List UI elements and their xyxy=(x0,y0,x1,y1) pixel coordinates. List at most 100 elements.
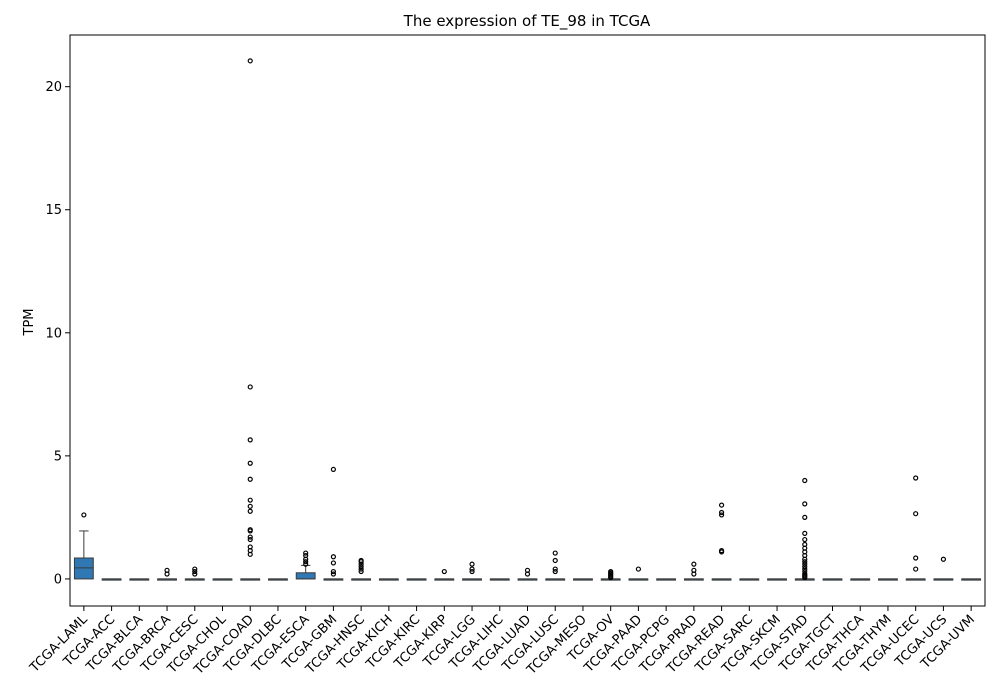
box-group xyxy=(683,561,704,581)
outlier-point xyxy=(608,568,614,575)
box-group xyxy=(517,567,538,581)
outlier-point xyxy=(802,477,808,484)
box-group xyxy=(129,578,150,581)
outlier-point xyxy=(718,502,725,508)
box-group xyxy=(406,578,427,581)
outlier-point xyxy=(913,566,919,572)
plot-frame xyxy=(69,34,986,607)
box-group xyxy=(878,578,898,581)
box-group xyxy=(933,556,954,581)
y-tick-label: 5 xyxy=(54,449,62,464)
box-group xyxy=(545,550,566,581)
outlier-point xyxy=(802,568,808,575)
box-group xyxy=(268,578,288,581)
box-group xyxy=(711,502,732,581)
outlier-point xyxy=(718,509,725,516)
outlier-point xyxy=(469,561,475,567)
outlier-point xyxy=(469,566,475,572)
outlier-point xyxy=(441,568,447,575)
plot-area xyxy=(73,58,982,581)
y-axis-title: TPM xyxy=(22,309,37,337)
outlier-point xyxy=(247,58,253,64)
x-axis: TCGA-LAMLTCGA-ACCTCGA-BLCATCGA-BRCATCGA-… xyxy=(27,606,978,678)
outlier-point xyxy=(164,567,170,573)
outlier-point xyxy=(802,501,808,507)
y-tick-label: 0 xyxy=(54,572,62,587)
box-group xyxy=(462,561,482,581)
box-group xyxy=(628,566,649,581)
outlier-point xyxy=(303,561,309,567)
outlier-point xyxy=(552,557,558,564)
outlier-point xyxy=(802,541,808,548)
y-tick-label: 10 xyxy=(45,326,62,341)
outlier-point xyxy=(552,568,558,575)
box-group xyxy=(323,466,344,581)
outlier-point xyxy=(802,566,808,572)
outlier-point xyxy=(247,476,253,482)
outlier-point xyxy=(802,559,808,565)
box-group xyxy=(240,58,261,581)
outlier-point xyxy=(330,554,337,560)
outlier-point xyxy=(247,460,253,466)
box-group xyxy=(351,557,372,581)
outlier-point xyxy=(802,530,808,536)
outlier-point xyxy=(192,571,198,577)
box-group xyxy=(184,566,205,581)
outlier-point xyxy=(247,527,253,533)
box-group xyxy=(434,568,455,581)
outlier-point xyxy=(81,512,87,518)
box-group xyxy=(767,578,787,581)
outlier-point xyxy=(635,566,642,572)
box-group xyxy=(822,578,843,581)
outlier-point xyxy=(358,564,364,570)
outlier-point xyxy=(913,555,919,561)
outlier-point xyxy=(718,548,725,554)
outlier-point xyxy=(802,571,808,577)
outlier-point xyxy=(691,567,697,573)
outlier-point xyxy=(247,437,253,443)
outlier-point xyxy=(303,550,309,556)
outlier-point xyxy=(802,561,808,567)
outlier-point xyxy=(303,552,309,559)
box-group xyxy=(794,477,815,581)
box-group xyxy=(295,550,316,580)
outlier-point xyxy=(330,560,337,566)
box-group xyxy=(157,567,177,581)
outlier-point xyxy=(691,561,697,567)
box-group xyxy=(739,578,760,581)
outlier-point xyxy=(247,497,253,503)
outlier-point xyxy=(303,559,309,565)
outlier-point xyxy=(358,568,364,575)
box-group xyxy=(489,578,510,581)
outlier-point xyxy=(552,566,558,572)
outlier-point xyxy=(358,557,364,564)
y-tick-label: 15 xyxy=(45,203,62,218)
box xyxy=(73,557,94,580)
outlier-point xyxy=(358,566,364,572)
outlier-point xyxy=(330,466,337,473)
outlier-point xyxy=(802,514,808,520)
box-group xyxy=(378,578,399,581)
outlier-point xyxy=(469,568,475,575)
outlier-point xyxy=(192,566,198,572)
outlier-point xyxy=(247,384,253,390)
box-group xyxy=(850,578,871,581)
outlier-point xyxy=(524,567,531,573)
box-group xyxy=(573,578,593,581)
box xyxy=(295,572,316,580)
outlier-point xyxy=(247,534,253,540)
y-axis: 0 5 10 15 20 xyxy=(45,80,70,587)
outlier-point xyxy=(330,568,337,575)
outlier-point xyxy=(802,564,808,570)
outlier-point xyxy=(247,536,253,543)
outlier-point xyxy=(913,511,919,517)
box-group xyxy=(656,578,677,581)
outlier-point xyxy=(718,512,725,518)
box-group xyxy=(600,568,621,581)
box-group xyxy=(905,475,926,581)
y-tick-label: 20 xyxy=(45,80,62,95)
outlier-point xyxy=(192,568,198,575)
outlier-point xyxy=(330,571,337,577)
outlier-point xyxy=(940,556,947,562)
